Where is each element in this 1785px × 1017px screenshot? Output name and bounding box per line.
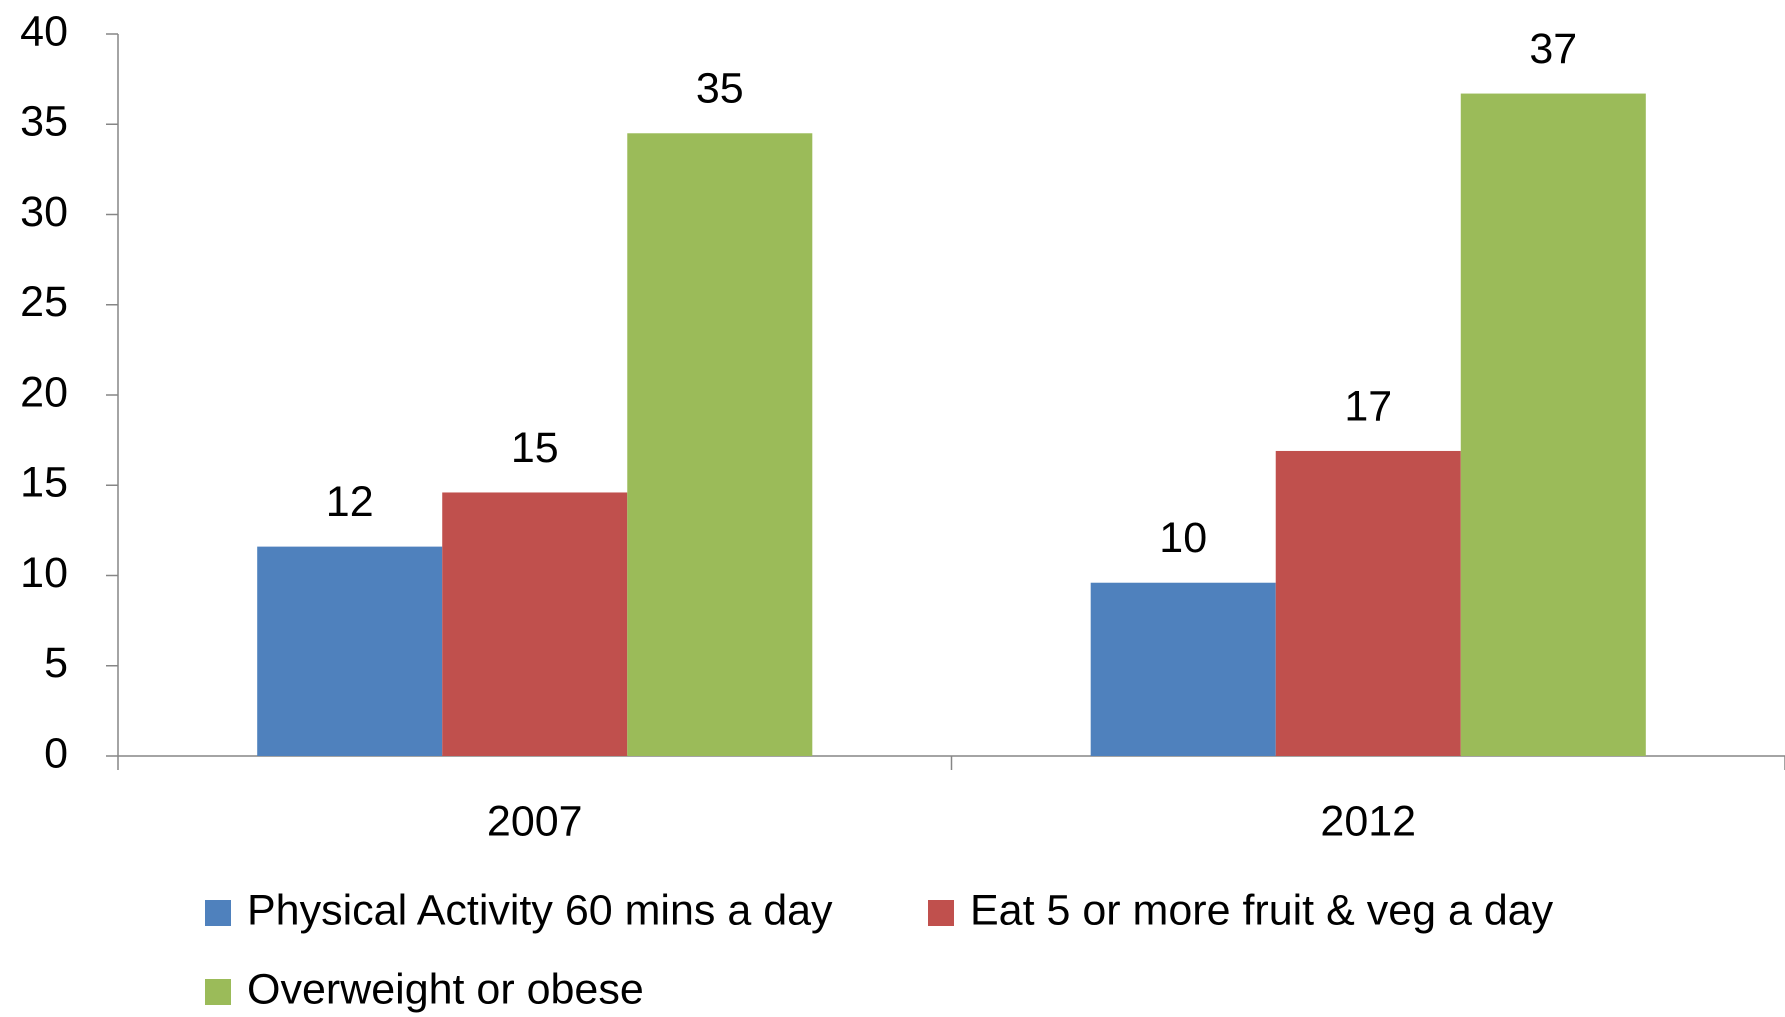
data-label: 10 (1159, 514, 1207, 562)
legend-label: Physical Activity 60 mins a day (247, 886, 833, 934)
y-tick-label: 35 (20, 98, 68, 146)
data-label: 17 (1344, 382, 1392, 430)
legend-swatch (928, 900, 954, 926)
data-label: 35 (696, 65, 744, 113)
data-label: 37 (1529, 25, 1577, 73)
y-tick-label: 0 (44, 729, 68, 777)
legend-label: Overweight or obese (247, 965, 644, 1013)
bar (1090, 582, 1276, 756)
y-tick-label: 10 (20, 549, 68, 597)
bar (1275, 450, 1461, 756)
bar (627, 133, 813, 756)
bar (442, 492, 628, 756)
y-tick-label: 30 (20, 188, 68, 236)
y-tick-label: 25 (20, 278, 68, 326)
legend-swatch (205, 900, 231, 926)
legend-label: Eat 5 or more fruit & veg a day (970, 886, 1554, 934)
y-tick-label: 5 (44, 639, 68, 687)
y-tick-label: 15 (20, 459, 68, 507)
x-tick-label: 2012 (1320, 797, 1416, 845)
data-label: 12 (326, 478, 374, 526)
y-tick-label: 40 (20, 7, 68, 55)
x-tick-label: 2007 (487, 797, 583, 845)
legend-swatch (205, 979, 231, 1005)
bar (257, 546, 443, 756)
data-label: 15 (511, 424, 559, 472)
y-tick-label: 20 (20, 368, 68, 416)
bar (1460, 93, 1646, 756)
